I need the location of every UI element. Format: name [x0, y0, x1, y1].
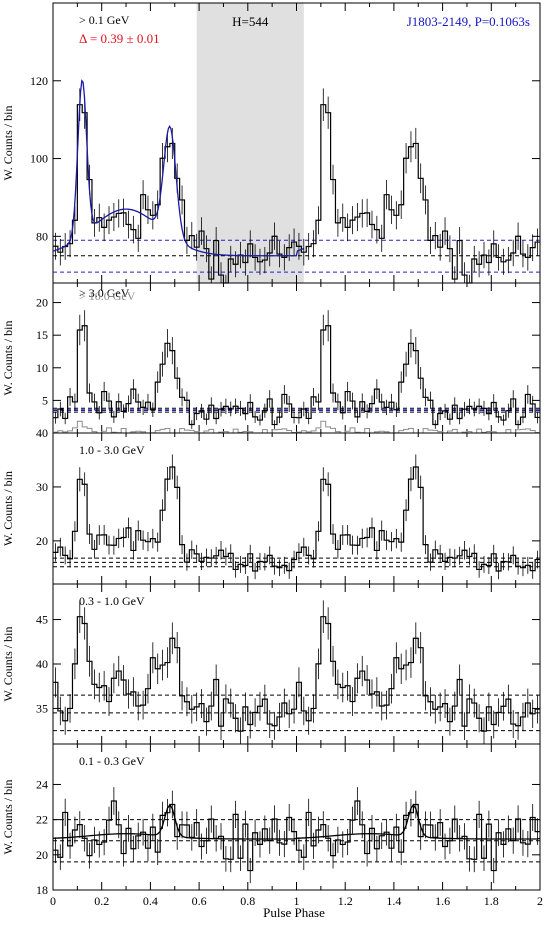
secondary-energy-label: > 10.0 GeV — [79, 289, 136, 303]
x-tick-label: 1.6 — [435, 894, 450, 908]
y-tick-label: 5 — [42, 393, 48, 407]
y-tick-label: 80 — [36, 229, 48, 243]
x-tick-label: 0.8 — [240, 894, 255, 908]
energy-label: > 3.0 GeV — [79, 286, 130, 300]
x-tick-label: 1 — [294, 894, 300, 908]
y-tick-label: 18 — [36, 883, 48, 897]
energy-label: 1.0 - 3.0 GeV — [79, 443, 145, 457]
y-tick-label: 22 — [36, 813, 48, 827]
y-axis-label: W. Counts / bin — [1, 627, 15, 702]
y-tick-label: 40 — [36, 426, 48, 440]
panel-1to3: 20 30 40 W. Counts / bin 1.0 - 3.0 GeV — [1, 426, 541, 585]
x-tick-label: 1.4 — [386, 894, 401, 908]
y-tick-label: 30 — [36, 480, 48, 494]
y-tick-label: 20 — [36, 534, 48, 548]
x-tick-label: 0 — [50, 894, 56, 908]
histogram — [53, 325, 540, 426]
y-axis-label: W. Counts / bin — [1, 471, 15, 546]
y-tick-label: 20 — [36, 848, 48, 862]
h-test-label: H=544 — [232, 14, 269, 29]
y-tick-label: 10 — [36, 361, 48, 375]
x-tick-label: 0.6 — [192, 894, 207, 908]
energy-label: 0.3 - 1.0 GeV — [79, 594, 145, 608]
fit-curve — [52, 79, 305, 257]
panel-total: 80 100 120 W. Counts / bin > 0.1 GeV Δ = 0.39… — [1, 2, 541, 284]
x-tick-label: 0.2 — [94, 894, 109, 908]
energy-label: > 0.1 GeV — [79, 13, 130, 27]
y-axis-label: W. Counts / bin — [1, 780, 15, 855]
y-tick-label: 45 — [36, 613, 48, 627]
y-tick-label: 20 — [36, 296, 48, 310]
y-tick-label: 35 — [36, 701, 48, 715]
panel-0.3to1: 35 40 45 W. Counts / bin 0.3 - 1.0 GeV — [1, 583, 541, 745]
y-tick-label: 100 — [30, 152, 48, 166]
panel-0.1to0.3: 18 20 22 24 W. Counts / bin 0.1 - 0.3 GeV 0 0.2… — [1, 743, 543, 908]
y-tick-label: 15 — [36, 328, 48, 342]
x-tick-label: 2 — [537, 894, 543, 908]
source-label: J1803-2149, P=0.1063s — [407, 14, 530, 29]
fit-curve — [52, 803, 541, 840]
y-axis-label: W. Counts / bin — [1, 106, 15, 181]
histogram-secondary — [53, 420, 540, 434]
y-axis-label: W. Counts / bin — [1, 321, 15, 396]
histogram — [53, 800, 540, 872]
histogram — [53, 104, 540, 284]
y-tick-label: 24 — [36, 777, 48, 791]
x-tick-label: 0.4 — [143, 894, 158, 908]
energy-label: 0.1 - 0.3 GeV — [79, 754, 145, 768]
x-tick-label: 1.8 — [484, 894, 499, 908]
y-tick-label: 40 — [36, 657, 48, 671]
delta-label: Δ = 0.39 ± 0.01 — [79, 31, 160, 46]
y-tick-label: 120 — [30, 74, 48, 88]
histogram — [53, 466, 540, 572]
x-tick-label: 1.2 — [338, 894, 353, 908]
panel-gt3: 5 10 15 20 W. Counts / bin > 3.0 GeV> 10.0 Ge… — [1, 282, 541, 434]
x-axis-label: Pulse Phase — [263, 905, 325, 920]
histogram — [53, 616, 540, 732]
